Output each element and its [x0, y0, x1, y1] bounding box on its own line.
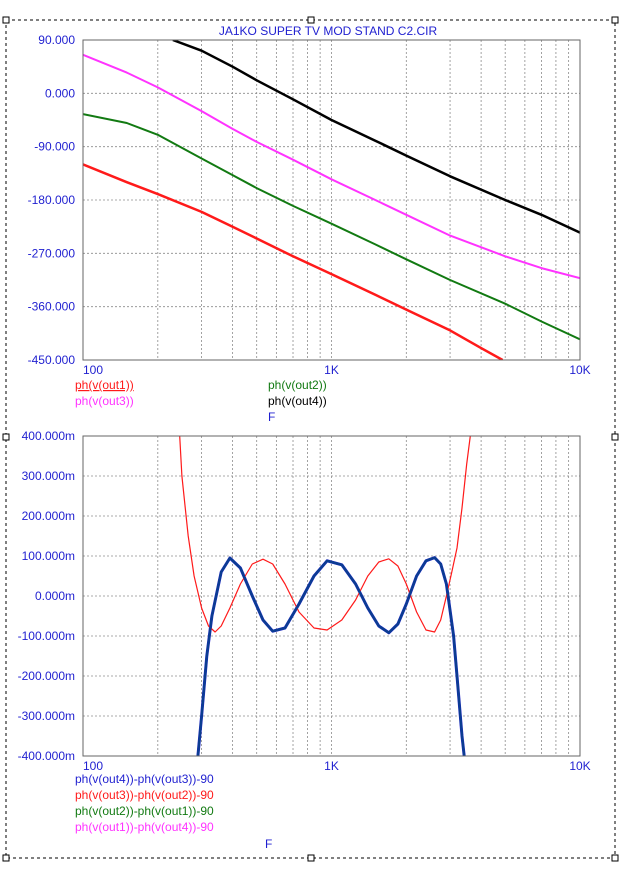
- y-tick-label: -100.000m: [18, 629, 75, 643]
- y-tick-label: -90.000: [34, 140, 75, 154]
- x-tick-labels: 100 1K 10K: [83, 759, 591, 773]
- x-tick-label: 100: [83, 759, 103, 773]
- y-tick-label: 0.000: [45, 86, 75, 100]
- y-tick-label: 200.000m: [22, 509, 75, 523]
- resize-handle-bottom-right[interactable]: [611, 854, 619, 862]
- y-tick-label: -400.000m: [18, 749, 75, 763]
- grid: [83, 435, 580, 757]
- resize-handle-top-right[interactable]: [611, 16, 619, 24]
- y-tick-label: -450.000: [28, 353, 76, 367]
- y-tick-label: -300.000m: [18, 709, 75, 723]
- plot-frame: [82, 435, 581, 757]
- legend-item-diff43[interactable]: ph(v(out4))-ph(v(out3))-90: [75, 772, 214, 786]
- series-line-4: [172, 40, 580, 234]
- resize-handle-top-center[interactable]: [307, 16, 315, 24]
- plot-frame: [82, 39, 581, 361]
- series-line-3: [83, 53, 580, 280]
- phase-chart: 90.000 0.000 -90.000 -180.000 -270.000 -360.0…: [28, 33, 591, 424]
- resize-handle-mid-left[interactable]: [2, 433, 10, 441]
- resize-handle-bottom-center[interactable]: [307, 854, 315, 862]
- legend-item-diff21[interactable]: ph(v(out2))-ph(v(out1))-90: [75, 804, 214, 818]
- x-tick-label: 100: [83, 363, 103, 377]
- legend-item-out2[interactable]: ph(v(out2)): [268, 378, 327, 392]
- y-tick-label: -180.000: [28, 193, 76, 207]
- x-tick-label: 1K: [324, 363, 339, 377]
- legend-item-out4[interactable]: ph(v(out4)): [268, 394, 327, 408]
- x-axis-label: F: [268, 410, 275, 424]
- legend: ph(v(out1)) ph(v(out3)) ph(v(out2)) ph(v…: [75, 378, 327, 408]
- selection-frame[interactable]: [2, 16, 619, 862]
- x-axis-label: F: [265, 837, 272, 851]
- series-group: [83, 40, 580, 360]
- y-tick-labels: 400.000m 300.000m 200.000m 100.000m 0.000m -1…: [18, 429, 75, 763]
- legend-item-out1[interactable]: ph(v(out1)): [75, 378, 134, 392]
- y-tick-label: -200.000m: [18, 669, 75, 683]
- y-tick-label: 100.000m: [22, 549, 75, 563]
- series-line-1: [196, 556, 466, 756]
- legend-item-out3[interactable]: ph(v(out3)): [75, 394, 134, 408]
- chart-title: JA1KO SUPER TV MOD STAND C2.CIR: [219, 24, 438, 38]
- resize-handle-bottom-left[interactable]: [2, 854, 10, 862]
- y-tick-label: 300.000m: [22, 469, 75, 483]
- y-tick-label: 0.000m: [35, 589, 75, 603]
- x-tick-label: 10K: [569, 759, 590, 773]
- resize-handle-mid-right[interactable]: [611, 433, 619, 441]
- series-line-3: [197, 557, 465, 756]
- series-line-2: [179, 436, 471, 633]
- y-tick-label: 400.000m: [22, 429, 75, 443]
- legend: ph(v(out4))-ph(v(out3))-90 ph(v(out3))-p…: [75, 772, 214, 834]
- x-tick-label: 1K: [324, 759, 339, 773]
- series-group: [179, 436, 471, 756]
- series-line-2: [83, 113, 580, 341]
- y-tick-labels: 90.000 0.000 -90.000 -180.000 -270.000 -360.0…: [28, 33, 76, 367]
- resize-handle-top-left[interactable]: [2, 16, 10, 24]
- legend-item-diff14[interactable]: ph(v(out1))-ph(v(out4))-90: [75, 820, 214, 834]
- legend-item-diff32[interactable]: ph(v(out3))-ph(v(out2))-90: [75, 788, 214, 802]
- x-tick-labels: 100 1K 10K: [83, 363, 591, 377]
- y-tick-label: -270.000: [28, 246, 76, 260]
- y-tick-label: 90.000: [38, 33, 75, 47]
- series-line-1: [83, 163, 504, 360]
- phase-difference-chart: 400.000m 300.000m 200.000m 100.000m 0.000m -1…: [18, 429, 591, 851]
- series-line-overlay: [196, 556, 466, 756]
- y-tick-label: -360.000: [28, 300, 76, 314]
- x-tick-label: 10K: [569, 363, 590, 377]
